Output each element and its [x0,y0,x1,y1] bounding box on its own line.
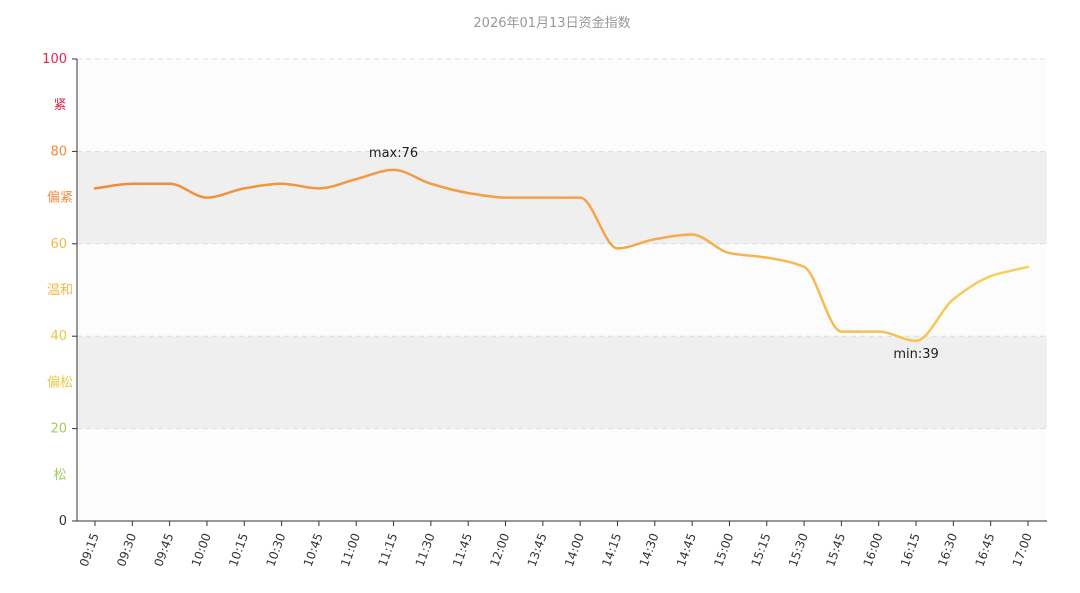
zone-label-1: 偏松 [47,375,73,390]
x-tick-label-19: 15:30 [786,531,811,568]
x-tick-label-15: 14:30 [637,531,662,568]
y-tick-label-1: 20 [50,422,67,437]
x-tick-label-21: 16:00 [861,531,886,568]
x-tick-label-16: 14:45 [674,531,699,568]
y-tick-label-0: 0 [59,514,67,529]
x-tick-label-1: 09:30 [114,531,139,568]
x-tick-label-20: 15:45 [823,531,848,568]
x-tick-label-2: 09:45 [151,531,176,568]
x-tick-label-14: 14:15 [599,531,624,568]
x-tick-label-7: 11:00 [338,531,363,568]
x-tick-label-9: 11:30 [413,531,438,568]
x-tick-label-24: 16:45 [973,531,998,568]
y-tick-label-5: 100 [42,52,67,67]
y-tick-label-2: 40 [50,329,67,344]
x-tick-label-5: 10:30 [263,531,288,568]
x-tick-label-23: 16:30 [935,531,960,568]
x-tick-label-6: 10:45 [301,531,326,568]
x-tick-label-3: 10:00 [189,531,214,568]
x-tick-label-8: 11:15 [375,531,400,568]
x-tick-label-22: 16:15 [898,531,923,568]
zone-band-2 [77,243,1047,337]
zone-label-2: 温和 [47,283,73,298]
x-tick-label-10: 11:45 [450,531,475,568]
y-tick-label-4: 80 [50,144,67,159]
x-tick-label-17: 15:00 [711,531,736,568]
zone-label-4: 紧 [53,98,66,113]
annotation-1: min:39 [893,347,938,362]
zone-label-3: 偏紧 [47,191,73,206]
x-tick-label-12: 13:45 [525,531,550,568]
zone-band-4 [77,59,1047,152]
x-tick-label-4: 10:15 [226,531,251,568]
x-tick-label-18: 15:15 [749,531,774,568]
series-line [93,168,1030,343]
zone-band-0 [77,428,1047,521]
zone-band-1 [77,336,1047,429]
x-tick-label-13: 14:00 [562,531,587,568]
annotation-0: max:76 [369,146,418,161]
zone-label-0: 松 [53,468,66,483]
x-tick-label-11: 12:00 [487,531,512,568]
chart-title: 2026年01月13日资金指数 [473,15,630,31]
y-tick-label-3: 60 [50,237,67,252]
x-tick-label-25: 17:00 [1010,531,1035,568]
x-tick-label-0: 09:15 [77,531,102,568]
